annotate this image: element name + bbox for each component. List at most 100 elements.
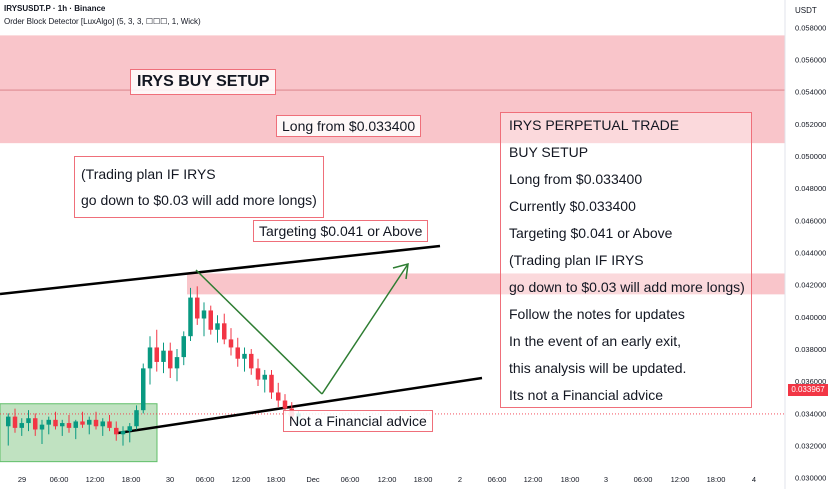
candle-body (87, 419, 92, 425)
candle (33, 413, 38, 436)
long-from-label[interactable]: Long from $0.033400 (276, 115, 422, 137)
candle-body (168, 350, 173, 369)
candle-body (201, 310, 207, 319)
candle (73, 419, 78, 440)
candle-body (235, 347, 240, 359)
candle-body (39, 424, 45, 430)
candle (53, 411, 58, 430)
indicator-label[interactable]: Order Block Detector [LuxAlgo] (5, 3, 3,… (4, 17, 201, 26)
candle-body (26, 418, 31, 424)
candles-layer (6, 286, 301, 446)
price-tick-label: 0.042000 (795, 281, 826, 290)
price-tick-label: 0.056000 (795, 56, 826, 65)
time-tick-label: 18:00 (122, 475, 141, 484)
time-tick-label: Dec (306, 475, 320, 484)
candle (141, 363, 146, 414)
time-tick-label: 30 (166, 475, 174, 484)
candle (100, 418, 105, 436)
candle-body (188, 297, 193, 337)
price-tick-label: 0.038000 (795, 345, 826, 354)
candle (181, 331, 186, 366)
time-tick-label: 2 (458, 475, 462, 484)
time-tick-label: 12:00 (378, 475, 397, 484)
price-tick-label: 0.048000 (795, 184, 826, 193)
candle-body (161, 350, 166, 362)
time-tick-label: 06:00 (50, 475, 69, 484)
symbol-title[interactable]: IRYSUSDT.P · 1h · Binance (4, 4, 106, 13)
candle (93, 411, 99, 430)
candle (66, 415, 72, 433)
candle (208, 305, 213, 335)
candle (19, 418, 24, 436)
price-tick-label: 0.034000 (795, 409, 826, 418)
candle (127, 423, 132, 443)
trading-plan-note[interactable]: (Trading plan IF IRYS go down to $0.03 w… (74, 156, 324, 218)
candle (26, 410, 31, 432)
setup-title-label[interactable]: IRYS BUY SETUP (130, 69, 277, 95)
demand-zone (0, 403, 158, 463)
candle-body (93, 419, 99, 427)
candle (168, 342, 173, 379)
disclaimer-label[interactable]: Not a Financial advice (283, 410, 433, 432)
price-tick-label: 0.030000 (795, 474, 826, 483)
trading-plan-line-2: go down to $0.03 will add more longs) (81, 192, 317, 208)
price-tick-label: 0.040000 (795, 313, 826, 322)
candle (107, 415, 112, 432)
candle-body (127, 426, 132, 432)
trade-line-6: (Trading plan IF IRYS (509, 252, 644, 268)
time-tick-label: 06:00 (196, 475, 215, 484)
candle (249, 349, 254, 375)
candle-body (120, 431, 126, 435)
candle (195, 286, 200, 325)
candle-body (262, 374, 267, 380)
target-zone (187, 273, 785, 295)
time-tick-label: 06:00 (341, 475, 360, 484)
time-tick-label: 18:00 (414, 475, 433, 484)
candle-body (53, 419, 58, 427)
trade-summary-box[interactable]: IRYS PERPETUAL TRADE BUY SETUP Long from… (500, 112, 752, 408)
trade-line-9: In the event of an early exit, (509, 333, 681, 349)
candle-body (114, 427, 119, 435)
candle-body (195, 297, 200, 319)
candle-body (154, 347, 159, 362)
projection-arrow (321, 263, 409, 395)
candle (120, 426, 126, 446)
time-axis[interactable]: 29 06:00 12:00 18:00 30 06:00 12:00 18:00 Dec 06:… (18, 475, 756, 484)
candle-body (100, 421, 105, 427)
trade-line-4: Currently $0.033400 (509, 198, 636, 214)
price-axis[interactable]: 0.058000 0.056000 0.054000 0.052000 0.050000… (784, 0, 826, 489)
pullback-line (195, 269, 323, 395)
candle (269, 369, 274, 399)
candle (6, 413, 11, 446)
price-tick-label: 0.046000 (795, 216, 826, 225)
candle-body (134, 410, 139, 427)
candle (60, 419, 65, 436)
currency-label: USDT (795, 6, 817, 15)
candle-body (46, 419, 51, 425)
candle-body (228, 339, 234, 348)
time-tick-label: 18:00 (267, 475, 286, 484)
candle-body (276, 392, 281, 401)
candle-body (208, 310, 213, 330)
time-tick-label: 4 (752, 475, 756, 484)
time-tick-label: 12:00 (232, 475, 251, 484)
candle (80, 411, 85, 428)
time-tick-label: 29 (18, 475, 26, 484)
target-label[interactable]: Targeting $0.041 or Above (253, 220, 429, 242)
candle-body (73, 421, 78, 428)
price-tick-label: 0.044000 (795, 249, 826, 258)
candle (134, 405, 139, 430)
trade-line-2: BUY SETUP (509, 144, 589, 160)
candle-body (19, 423, 24, 428)
candle-body (249, 353, 254, 369)
time-tick-label: 06:00 (634, 475, 653, 484)
candle-body (282, 400, 288, 409)
candle (87, 416, 92, 435)
candle (222, 313, 227, 345)
price-tick-label: 0.050000 (795, 152, 826, 161)
candle (147, 336, 153, 385)
trade-line-10: this analysis will be updated. (509, 360, 687, 376)
trendlines-layer (0, 244, 483, 435)
candle (161, 342, 166, 374)
